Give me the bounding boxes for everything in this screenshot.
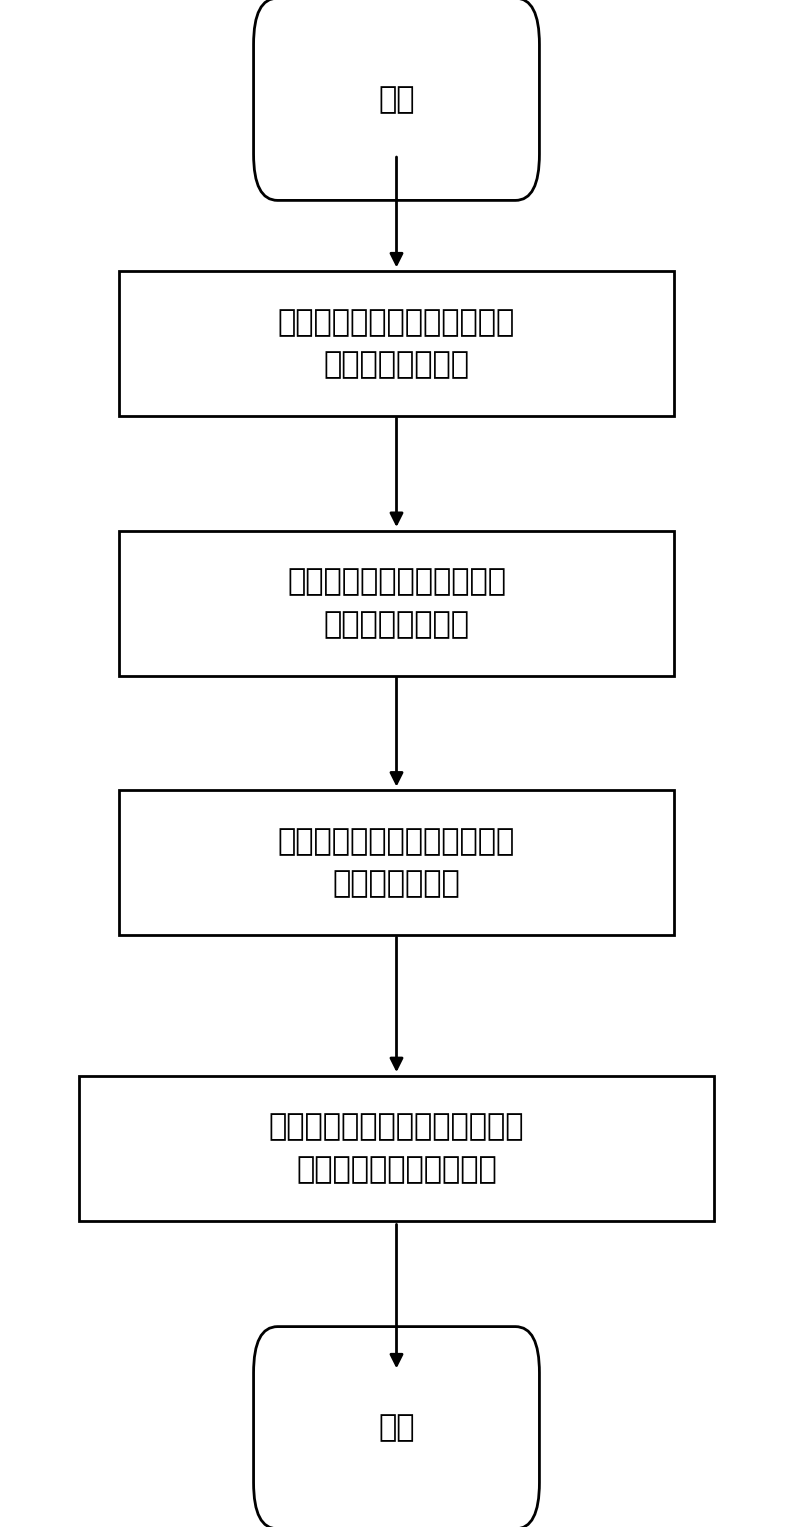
FancyBboxPatch shape — [79, 1075, 714, 1222]
Text: 训练基于时域一致性约束的视
频风格转换网络: 训练基于时域一致性约束的视 频风格转换网络 — [278, 826, 515, 899]
Text: 结束: 结束 — [378, 1414, 415, 1441]
Text: 开始: 开始 — [378, 86, 415, 113]
Text: 利用训练好的视频风格转换模型
对测试视频进行风格迁移: 利用训练好的视频风格转换模型 对测试视频进行风格迁移 — [269, 1112, 524, 1185]
FancyBboxPatch shape — [119, 272, 674, 415]
FancyBboxPatch shape — [254, 0, 539, 200]
FancyBboxPatch shape — [119, 791, 674, 935]
Text: 根据视频训练集和风格图像，
离线计算光流信息: 根据视频训练集和风格图像， 离线计算光流信息 — [278, 307, 515, 380]
FancyBboxPatch shape — [119, 531, 674, 675]
Text: 构建基于时域一致性约束的
视频风格转换网络: 构建基于时域一致性约束的 视频风格转换网络 — [287, 567, 506, 640]
FancyBboxPatch shape — [254, 1327, 539, 1527]
